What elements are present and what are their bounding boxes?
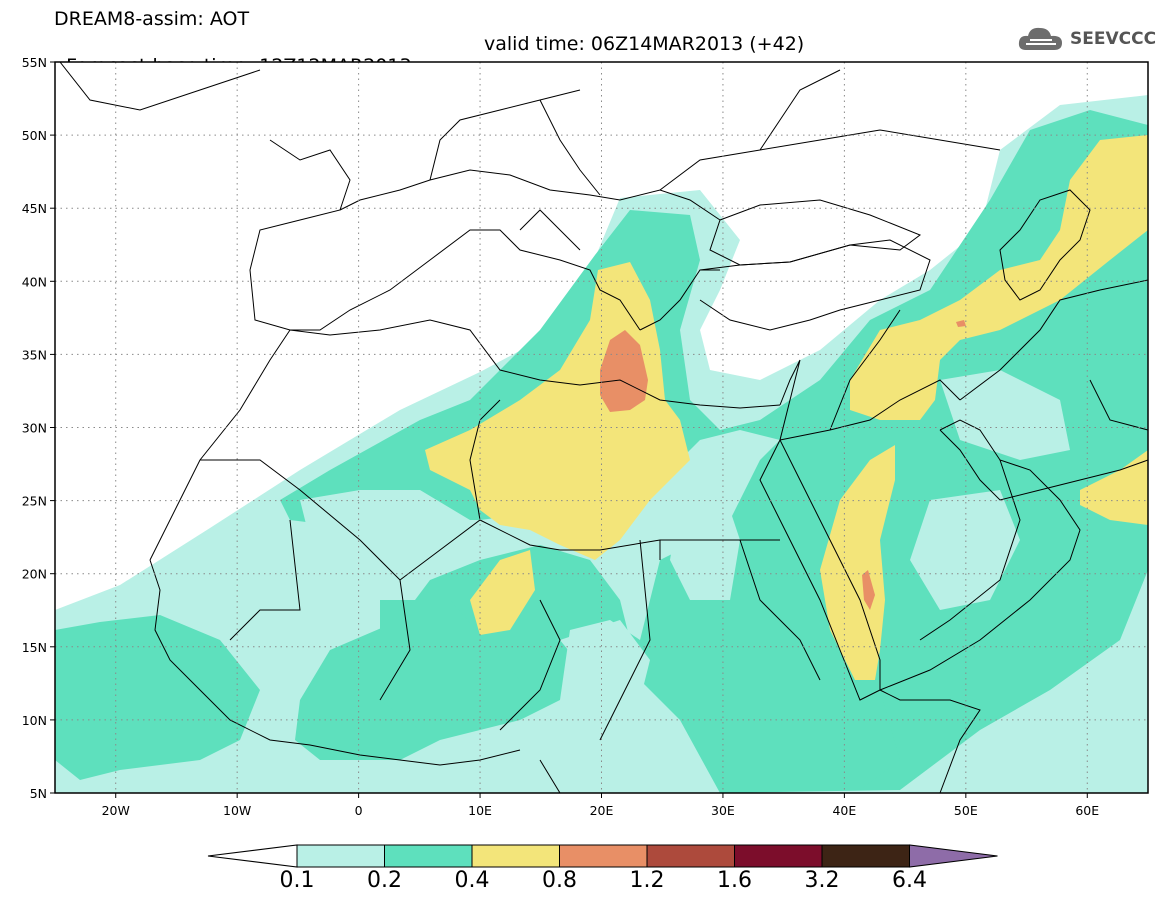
colorbar-swatch — [296, 844, 385, 868]
lat-tick-label: 50N — [22, 128, 47, 143]
lat-tick-label: 40N — [22, 274, 47, 289]
west-africa-coast — [149, 559, 561, 793]
aot-field — [55, 95, 1148, 793]
colorbar-label: 0.8 — [542, 868, 577, 893]
cloud-icon — [1018, 27, 1062, 50]
persian-gulf — [939, 429, 1148, 501]
lat-tick-label: 20N — [22, 567, 47, 582]
colorbar-label: 6.4 — [892, 868, 927, 893]
graticule — [55, 62, 1148, 793]
colorbar-swatch — [559, 844, 648, 868]
colorbar-swatch — [821, 844, 910, 868]
lat-tick-label: 35N — [22, 347, 47, 362]
lat-tick-label: 25N — [22, 494, 47, 509]
aot-contour-0-8 — [600, 320, 966, 610]
colorbar-under-arrow — [207, 844, 298, 868]
colorbar-swatch — [471, 844, 560, 868]
caspian-sea — [999, 189, 1091, 301]
colorbar-label: 1.6 — [717, 868, 752, 893]
longitude-labels: 20W 10W 0 10E 20E 30E 40E 50E 60E — [102, 793, 1099, 818]
valid-time: valid time: 06Z14MAR2013 (+42) — [484, 33, 805, 55]
colorbar-label: 1.2 — [629, 868, 665, 893]
middle-east-borders — [779, 279, 1148, 641]
colorbar-label: 0.1 — [279, 868, 315, 893]
lon-tick-label: 10E — [468, 803, 492, 818]
colorbar-over-arrow — [909, 844, 998, 868]
lat-tick-label: 30N — [22, 421, 47, 436]
colorbar-label: 3.2 — [804, 868, 840, 893]
lat-tick-label: 5N — [30, 786, 47, 801]
aot-contour-0-1-holes — [300, 370, 1070, 700]
lat-tick-label: 45N — [22, 201, 47, 216]
lat-tick-label: 55N — [22, 55, 47, 70]
lat-tick-label: 15N — [22, 640, 47, 655]
sahara-borders — [200, 399, 821, 741]
latitude-labels: 55N 50N 45N 40N 35N 30N 25N 20N 15N 10N 5N — [22, 55, 55, 801]
logo-text: SEEVCCC — [1070, 29, 1157, 49]
horn-africa — [879, 689, 981, 793]
lon-tick-label: 20W — [102, 803, 130, 818]
lon-tick-label: 10W — [223, 803, 251, 818]
colorbar-swatch — [384, 844, 473, 868]
europe-borders — [339, 69, 1001, 221]
lon-tick-label: 60E — [1075, 803, 1099, 818]
map-title: DREAM8-assim: AOT — [54, 8, 250, 30]
north-africa-coast — [149, 319, 781, 561]
lon-tick-label: 20E — [590, 803, 614, 818]
lon-tick-label: 0 — [355, 803, 363, 818]
levant-red-sea — [759, 359, 881, 701]
europe-coast — [59, 62, 720, 331]
colorbar-label: 0.2 — [367, 868, 402, 893]
black-sea — [709, 199, 922, 266]
arabia-coast — [879, 419, 1081, 691]
colorbar-swatch — [646, 844, 735, 868]
colorbar — [207, 844, 998, 868]
lon-tick-label: 30E — [711, 803, 735, 818]
lat-tick-label: 10N — [22, 713, 47, 728]
colorbar-label: 0.4 — [454, 868, 490, 893]
lon-tick-label: 50E — [954, 803, 978, 818]
seevccc-logo: SEEVCCC — [1016, 22, 1156, 56]
colorbar-swatch — [734, 844, 823, 868]
coastlines-borders — [59, 62, 1148, 793]
lon-tick-label: 40E — [832, 803, 856, 818]
